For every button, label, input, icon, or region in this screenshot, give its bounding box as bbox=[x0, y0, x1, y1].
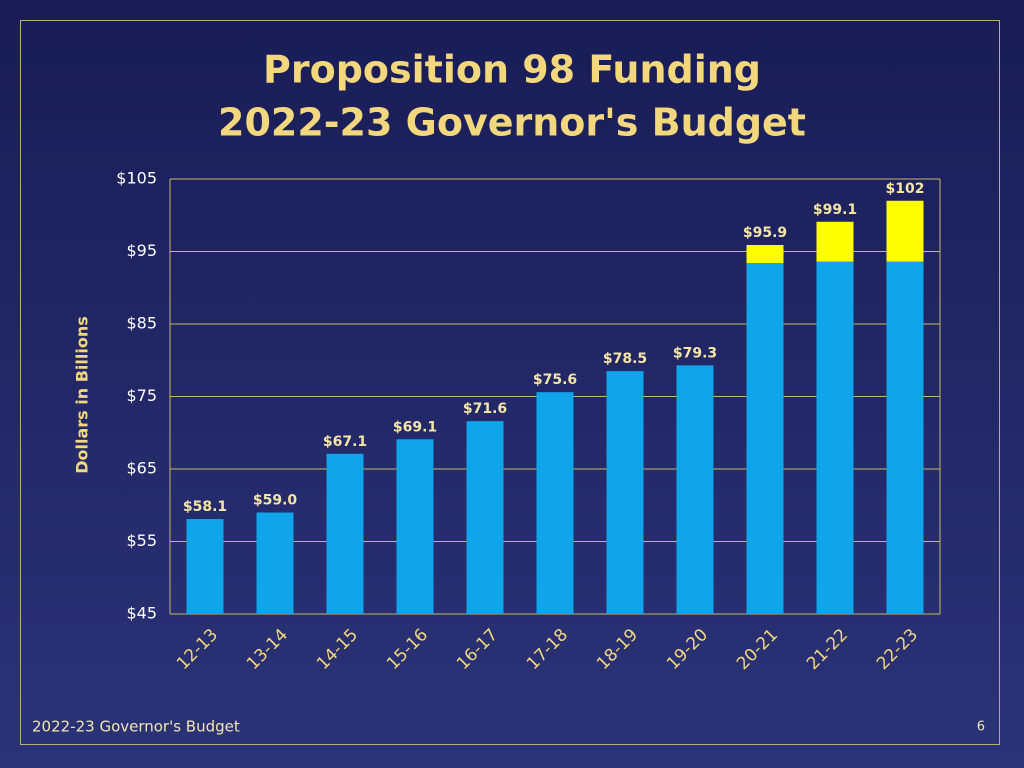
y-tick-label: $45 bbox=[126, 604, 157, 623]
y-tick-label: $65 bbox=[126, 459, 157, 478]
y-axis-title: Dollars in Billions bbox=[73, 316, 92, 474]
bar-segment bbox=[886, 200, 924, 262]
data-label: $67.1 bbox=[323, 434, 367, 450]
data-label: $102 bbox=[886, 181, 925, 197]
y-tick-label: $75 bbox=[126, 386, 157, 405]
data-label: $69.1 bbox=[393, 419, 437, 435]
bar-segment bbox=[746, 244, 784, 264]
chart-title: Proposition 98 Funding bbox=[263, 48, 761, 92]
bar-segment bbox=[816, 261, 854, 614]
frame bbox=[20, 20, 1000, 745]
footer-text: 2022-23 Governor's Budget bbox=[32, 718, 240, 736]
bar-segment bbox=[676, 365, 714, 614]
bar-segment bbox=[186, 519, 224, 614]
bar-segment bbox=[396, 439, 434, 614]
chart-title: 2022-23 Governor's Budget bbox=[218, 101, 806, 145]
data-label: $59.0 bbox=[253, 493, 298, 509]
y-tick-label: $95 bbox=[126, 241, 157, 260]
bar-segment bbox=[256, 512, 294, 614]
bar-segment bbox=[746, 263, 784, 614]
y-tick-label: $85 bbox=[126, 314, 157, 333]
bar-segment bbox=[886, 261, 924, 614]
data-label: $58.1 bbox=[183, 499, 227, 515]
data-label: $95.9 bbox=[743, 225, 787, 241]
bar-segment bbox=[466, 421, 504, 614]
bar-segment bbox=[606, 371, 644, 614]
data-label: $99.1 bbox=[813, 202, 857, 218]
bar-segment bbox=[816, 221, 854, 262]
data-label: $75.6 bbox=[533, 372, 577, 388]
y-tick-label: $55 bbox=[126, 531, 157, 550]
page-number: 6 bbox=[977, 720, 985, 735]
bar-segment bbox=[536, 392, 574, 614]
data-label: $71.6 bbox=[463, 401, 507, 417]
bar-segment bbox=[326, 453, 364, 614]
data-label: $78.5 bbox=[603, 351, 647, 367]
data-label: $79.3 bbox=[673, 345, 717, 361]
y-tick-label: $105 bbox=[116, 169, 157, 188]
